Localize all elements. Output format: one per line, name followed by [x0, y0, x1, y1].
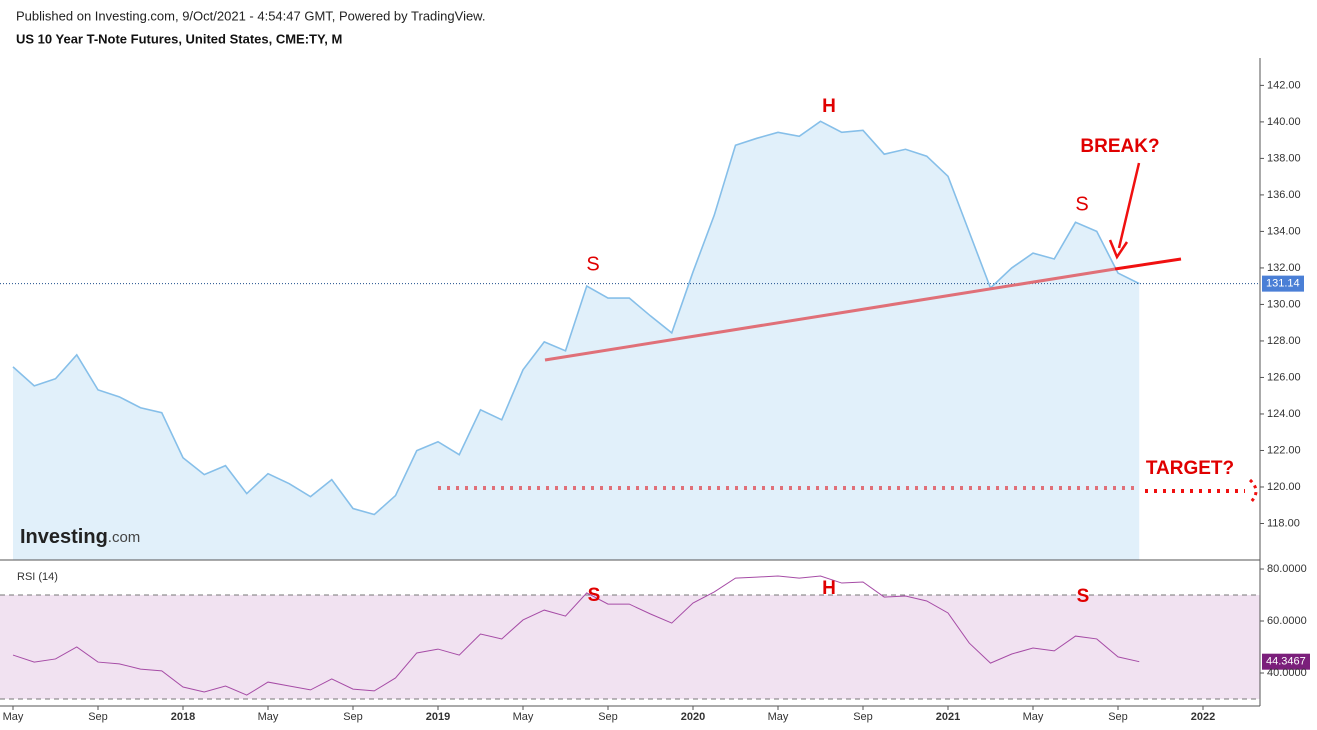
y-tick-label: 132.00 [1267, 262, 1301, 274]
y-tick-label: 138.00 [1267, 152, 1301, 164]
x-tick-label: 2020 [681, 711, 705, 723]
annotation: S [1077, 586, 1090, 607]
x-tick-label: May [258, 711, 279, 723]
y-tick-label: 130.00 [1267, 298, 1301, 310]
x-tick-label: 2018 [171, 711, 195, 723]
x-tick-label: Sep [1108, 711, 1128, 723]
annotation: H [822, 578, 836, 599]
y-tick-label: 118.00 [1267, 517, 1300, 529]
annotation: BREAK? [1080, 136, 1159, 157]
instrument-title: US 10 Year T-Note Futures, United States… [16, 31, 342, 46]
y-tick-label: 126.00 [1267, 371, 1301, 383]
annotation: S [586, 253, 599, 275]
price-area [13, 121, 1140, 561]
logo: Investing.com [20, 526, 140, 548]
x-tick-label: May [513, 711, 534, 723]
target-marker [1248, 478, 1258, 505]
x-tick-label: 2022 [1191, 711, 1215, 723]
rsi-line [12, 575, 1140, 696]
plot-area: 131.14 118.00 120.00 122.00 124.00 126.00 128.… [0, 58, 1310, 723]
rsi-title: RSI (14) [17, 571, 58, 583]
last-price-label: 131.14 [1266, 278, 1300, 290]
price-line [12, 120, 1140, 516]
y-tick-label: 60.0000 [1267, 615, 1307, 627]
last-rsi-label: 44.3467 [1266, 656, 1306, 668]
published-note: Published on Investing.com, 9/Oct/2021 -… [16, 8, 485, 23]
annotation: H [822, 96, 836, 117]
break-arrow-head [1108, 239, 1129, 260]
x-tick-label: May [768, 711, 789, 723]
x-tick-label: 2021 [936, 711, 960, 723]
rsi-band [0, 595, 1260, 699]
y-tick-label: 142.00 [1267, 79, 1301, 91]
logo-brand: Investing [20, 526, 108, 548]
last-rsi-badge [1262, 653, 1310, 670]
x-tick-label: Sep [853, 711, 873, 723]
y-tick-label: 40.0000 [1267, 667, 1307, 679]
x-tick-label: 2019 [426, 711, 450, 723]
neckline-extension [1114, 257, 1182, 271]
y-tick-label: 136.00 [1267, 189, 1301, 201]
y-tick-label: 80.0000 [1267, 563, 1307, 575]
y-tick-label: 122.00 [1267, 444, 1301, 456]
y-tick-label: 128.00 [1267, 335, 1301, 347]
last-price-badge [1262, 275, 1304, 292]
y-tick-label: 140.00 [1267, 116, 1301, 128]
y-tick-label: 120.00 [1267, 481, 1301, 493]
x-tick-label: Sep [598, 711, 618, 723]
x-tick-label: Sep [343, 711, 363, 723]
annotation: S [588, 585, 601, 606]
break-arrow [1117, 162, 1141, 249]
annotation: TARGET? [1146, 458, 1234, 479]
x-tick-label: May [3, 711, 24, 723]
logo-suffix: .com [108, 529, 141, 546]
x-tick-label: May [1023, 711, 1044, 723]
y-tick-label: 134.00 [1267, 225, 1301, 237]
neckline [544, 267, 1116, 362]
x-tick-label: Sep [88, 711, 108, 723]
annotation: S [1075, 193, 1088, 215]
y-tick-label: 124.00 [1267, 408, 1301, 420]
